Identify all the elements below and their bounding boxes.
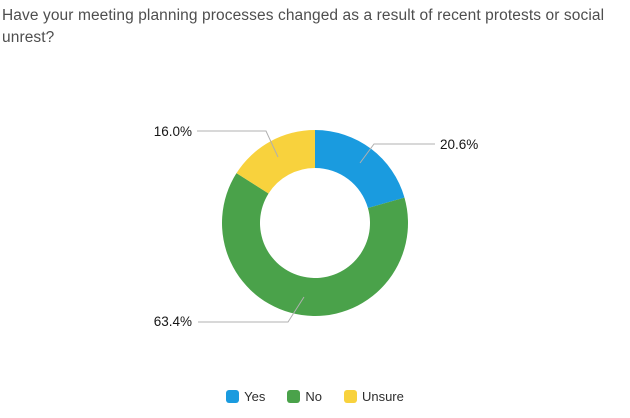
leader-lines (197, 130, 435, 323)
legend-label-unsure: Unsure (361, 389, 404, 404)
slice-label-unsure: 16.0% (153, 124, 192, 139)
legend-item-no[interactable]: No (287, 389, 322, 404)
legend-swatch-unsure (343, 390, 357, 403)
legend-label-yes: Yes (244, 389, 266, 404)
leader-line-no (198, 296, 305, 323)
leader-line-yes (359, 143, 435, 164)
chart-title: Have your meeting planning processes cha… (2, 7, 605, 46)
legend: Yes No Unsure (0, 389, 630, 404)
legend-item-yes[interactable]: Yes (226, 389, 265, 404)
legend-swatch-yes (226, 390, 240, 403)
donut-slice-no[interactable] (222, 173, 409, 317)
donut-slice-unsure[interactable] (236, 130, 315, 194)
leader-line-unsure (197, 130, 279, 158)
legend-label-no: No (305, 389, 322, 404)
slice-label-yes: 20.6% (440, 137, 479, 152)
donut-slice-yes[interactable] (315, 130, 405, 208)
legend-item-unsure[interactable]: Unsure (343, 389, 404, 404)
donut-slices (222, 130, 409, 317)
slice-label-no: 63.4% (153, 314, 192, 329)
legend-swatch-no (287, 390, 301, 403)
